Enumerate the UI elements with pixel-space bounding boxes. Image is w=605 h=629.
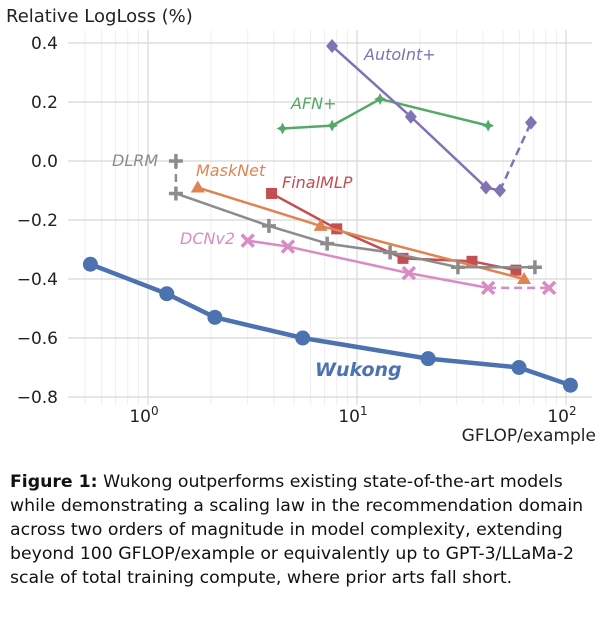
series-afn: AFN+ — [276, 93, 495, 135]
series-line-segment — [268, 224, 328, 245]
x-marker — [240, 233, 255, 248]
series-line-segment — [302, 335, 429, 361]
circle-marker — [562, 377, 578, 393]
series-dlrm: DLRM — [112, 151, 542, 275]
series-label: Wukong — [315, 359, 402, 381]
square-marker — [510, 264, 522, 276]
plus-marker — [168, 186, 183, 201]
x-marker — [480, 280, 496, 296]
series-label: AFN+ — [290, 94, 337, 113]
caption-label: Figure 1: — [10, 472, 98, 492]
y-tick-label: −0.4 — [17, 270, 58, 290]
series-line-segment — [287, 245, 410, 275]
y-tick-label: 0.0 — [31, 152, 58, 172]
x-marker — [280, 239, 296, 254]
series-line-segment — [331, 45, 412, 118]
diamond-marker — [524, 115, 537, 130]
plus-marker — [168, 154, 183, 168]
x-tick-label: 102 — [547, 404, 576, 427]
circle-marker — [82, 256, 98, 272]
series-line-segment — [471, 260, 517, 272]
series-line-segment — [282, 124, 333, 130]
series-autoint: AutoInt+ — [326, 38, 537, 198]
x-tick-exponent: 2 — [569, 404, 577, 418]
series-line-segment — [197, 186, 322, 228]
series-masknet: MaskNet — [190, 161, 532, 284]
series-wukong: Wukong — [82, 256, 578, 393]
series-line-segment — [409, 115, 487, 189]
y-tick-label: 0.2 — [31, 93, 58, 113]
series-line-segment — [427, 356, 520, 370]
circle-marker — [511, 360, 527, 375]
diamond-marker — [404, 109, 417, 124]
series-label: DLRM — [112, 151, 158, 170]
series-line-segment — [498, 122, 533, 192]
square-marker — [266, 187, 278, 199]
series-label: AutoInt+ — [363, 45, 436, 64]
series-line-segment — [320, 224, 525, 281]
series-line-segment — [402, 257, 473, 263]
plus-marker — [450, 260, 465, 275]
plus-marker — [320, 236, 335, 251]
series-line-segment — [89, 262, 168, 296]
x-marker — [401, 265, 417, 281]
star-marker — [482, 119, 495, 132]
series-line-segment — [327, 242, 391, 254]
series-line-segment — [389, 251, 459, 269]
series-line-segment — [331, 97, 381, 127]
circle-marker — [420, 351, 436, 367]
series-line-segment — [175, 192, 270, 228]
circle-marker — [295, 330, 311, 346]
series-dcnv2: DCNv2 — [180, 229, 557, 296]
square-marker — [397, 252, 409, 264]
series-line-segment — [165, 291, 216, 320]
y-axis-label: Relative LogLoss (%) — [6, 6, 193, 27]
diamond-marker — [493, 183, 506, 198]
diamond-marker — [479, 180, 492, 195]
plus-marker — [383, 245, 398, 260]
figure-caption: Figure 1: Wukong outperforms existing st… — [10, 470, 600, 590]
y-tick-label: −0.6 — [17, 329, 58, 349]
x-axis-label: GFLOP/example — [462, 426, 596, 446]
series-line-segment — [408, 271, 489, 290]
caption-text: Wukong outperforms existing state-of-the… — [10, 472, 584, 588]
series-label: FinalMLP — [282, 173, 353, 192]
x-tick-exponent: 0 — [151, 404, 159, 418]
y-tick-label: −0.2 — [17, 211, 58, 231]
x-tick-exponent: 1 — [360, 404, 368, 418]
x-marker — [541, 280, 557, 296]
series-line-segment — [270, 192, 338, 230]
plus-marker — [527, 260, 542, 275]
square-marker — [466, 255, 478, 267]
star-marker — [326, 119, 339, 132]
series-label: MaskNet — [196, 161, 266, 180]
series-line-segment — [214, 315, 304, 341]
star-marker — [374, 93, 387, 106]
triangle-marker — [190, 180, 205, 193]
series-line-segment — [518, 365, 572, 388]
x-tick-label: 101 — [338, 404, 367, 427]
y-tick-label: −0.8 — [17, 388, 58, 408]
series-label: DCNv2 — [180, 229, 235, 248]
scaling-chart: 100 101 1020.40.20.0−0.2−0.4−0.6−0.8Relati… — [6, 6, 596, 446]
plus-marker — [261, 218, 276, 233]
series-line-segment — [247, 239, 289, 248]
star-marker — [276, 122, 289, 135]
circle-marker — [207, 309, 223, 325]
triangle-marker — [313, 218, 328, 231]
y-tick-label: 0.4 — [31, 34, 58, 54]
triangle-marker — [517, 272, 532, 284]
diamond-marker — [326, 38, 339, 53]
circle-marker — [159, 286, 175, 302]
series-line-segment — [379, 97, 489, 127]
x-tick-label: 100 — [129, 404, 158, 427]
